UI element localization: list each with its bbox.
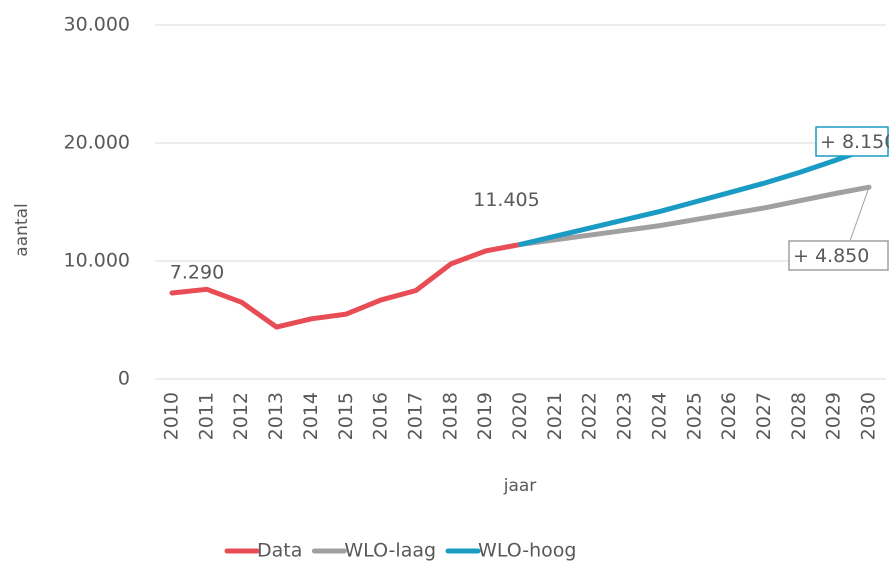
y-tick-label: 0 xyxy=(118,368,130,390)
legend-label: Data xyxy=(257,540,302,562)
x-tick-label: 2020 xyxy=(509,392,531,440)
y-tick-label: 30.000 xyxy=(64,14,130,36)
x-tick-label: 2016 xyxy=(370,392,392,440)
line xyxy=(518,184,872,247)
x-tick-label: 2025 xyxy=(683,392,705,440)
x-tick-label: 2024 xyxy=(648,392,670,440)
legend-label: WLO-hoog xyxy=(478,540,576,562)
x-tick-label: 2012 xyxy=(230,392,252,440)
annotation: + 4.850 xyxy=(793,245,869,267)
x-tick-label: 2027 xyxy=(753,392,775,440)
annotation-box xyxy=(788,240,889,271)
line xyxy=(169,241,523,330)
data-label: 11.405 xyxy=(473,189,539,211)
data-label: 7.290 xyxy=(170,261,224,283)
x-tick-label: 2026 xyxy=(718,392,740,440)
x-axis-label: jaar xyxy=(503,476,537,496)
x-tick-label: 2029 xyxy=(823,392,845,440)
y-tick-label: 10.000 xyxy=(64,250,130,272)
annotation-box xyxy=(815,126,889,157)
line xyxy=(518,145,872,247)
y-tick-label: 20.000 xyxy=(64,132,130,154)
x-tick-label: 2023 xyxy=(614,392,636,440)
x-tick-label: 2021 xyxy=(544,392,566,440)
x-tick-label: 2022 xyxy=(579,392,601,440)
annotation: + 8.150 xyxy=(820,131,889,153)
x-tick-label: 2014 xyxy=(300,392,322,440)
x-tick-label: 2018 xyxy=(439,392,461,440)
x-tick-label: 2013 xyxy=(265,392,287,440)
x-tick-label: 2010 xyxy=(161,392,183,440)
x-tick-label: 2017 xyxy=(404,392,426,440)
x-tick-label: 2028 xyxy=(788,392,810,440)
x-tick-label: 2011 xyxy=(195,392,217,440)
y-axis-label: aantal xyxy=(12,203,32,256)
legend-label: WLO-laag xyxy=(344,540,436,562)
x-tick-label: 2015 xyxy=(335,392,357,440)
x-tick-label: 2019 xyxy=(474,392,496,440)
x-tick-label: 2030 xyxy=(858,392,880,440)
leader-line xyxy=(849,187,870,242)
